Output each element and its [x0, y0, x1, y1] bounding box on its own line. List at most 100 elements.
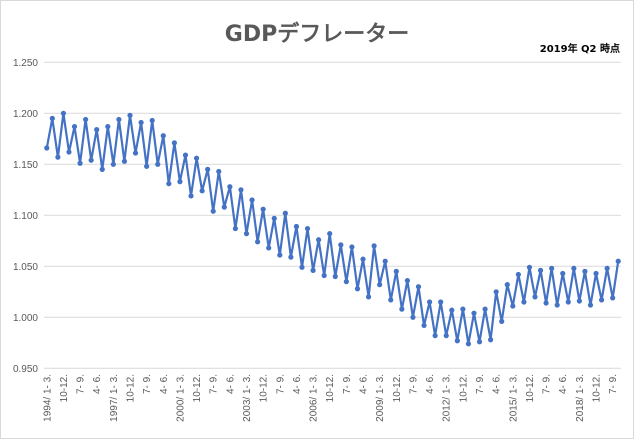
data-point — [260, 206, 266, 212]
data-point — [521, 299, 527, 305]
series-line — [45, 112, 620, 345]
data-point — [604, 265, 610, 271]
data-point — [349, 244, 355, 250]
data-point — [449, 307, 455, 313]
data-point — [493, 289, 499, 295]
data-point — [382, 258, 388, 264]
data-point — [332, 273, 338, 280]
x-tick-label: 10-12. — [259, 374, 270, 402]
data-point — [432, 333, 438, 339]
data-point — [238, 187, 244, 193]
x-tick-label: 1994/ 1- 3. — [42, 374, 53, 422]
x-tick-label: 7- 9. — [275, 374, 286, 394]
data-point — [615, 258, 621, 264]
chart-subtitle: 2019年 Q2 時点 — [539, 44, 620, 55]
data-point — [565, 299, 571, 305]
x-tick-label: 10-12. — [59, 374, 70, 402]
data-point — [354, 286, 361, 292]
data-point — [554, 302, 560, 308]
data-point — [593, 270, 599, 277]
data-point — [199, 188, 205, 194]
x-tick-label: 10-12. — [325, 374, 336, 402]
x-tick-label: 4- 6. — [159, 374, 170, 394]
data-point — [598, 297, 605, 303]
data-point — [288, 254, 294, 260]
data-point — [404, 277, 410, 284]
x-tick-label: 7- 9. — [408, 374, 419, 394]
data-point — [49, 115, 55, 121]
x-tick-label: 7- 9. — [475, 374, 486, 394]
data-point — [255, 239, 261, 245]
data-point — [282, 210, 288, 216]
x-tick-label: 2003/ 1- 3. — [242, 374, 253, 422]
data-point — [537, 267, 544, 273]
data-point — [293, 223, 300, 230]
y-axis: 0.950 1.000 1.050 1.100 1.150 1.200 1.250 — [13, 58, 38, 375]
x-tick-label: 7- 9. — [342, 374, 353, 394]
data-point — [560, 270, 566, 277]
data-point — [121, 158, 128, 164]
gridlines — [44, 61, 621, 369]
data-point — [488, 337, 494, 343]
data-point — [193, 155, 200, 161]
x-tick-label: 4- 6. — [425, 374, 436, 394]
data-point — [571, 265, 577, 271]
data-point — [476, 339, 483, 345]
data-point — [299, 264, 305, 270]
data-point — [526, 264, 533, 270]
x-tick-label: 2009/ 1- 3. — [375, 374, 386, 422]
x-tick-label: 10-12. — [525, 374, 536, 402]
x-axis: 1994/ 1- 3. 10-12. 7- 9. 4- 6. 1997/ 1- 3. 10… — [42, 374, 619, 422]
data-point — [438, 299, 444, 305]
data-point — [88, 157, 94, 163]
data-point — [266, 245, 272, 251]
data-point — [116, 116, 122, 123]
data-point — [144, 163, 150, 169]
data-point — [393, 268, 399, 274]
x-tick-label: 4- 6. — [492, 374, 503, 394]
data-point — [188, 193, 194, 199]
x-tick-label: 10-12. — [458, 374, 469, 402]
x-tick-label: 10-12. — [592, 374, 603, 402]
x-tick-label: 4- 6. — [92, 374, 103, 394]
data-point — [205, 166, 211, 172]
data-point — [182, 152, 189, 158]
data-point — [377, 282, 383, 288]
data-point — [327, 231, 333, 237]
data-point — [44, 145, 50, 151]
data-point — [304, 225, 311, 232]
data-point — [310, 267, 316, 273]
data-point — [271, 215, 277, 221]
data-point — [243, 231, 250, 237]
data-point — [471, 310, 477, 316]
data-point — [532, 294, 538, 300]
data-point — [149, 117, 155, 124]
data-point — [277, 252, 283, 258]
x-tick-label: 7- 9. — [76, 374, 87, 394]
data-point — [232, 225, 239, 232]
y-tick-label: 1.150 — [13, 160, 38, 171]
data-point — [504, 282, 510, 288]
y-tick-label: 1.200 — [13, 109, 38, 120]
data-point — [138, 119, 144, 126]
data-point — [443, 333, 449, 339]
data-point — [510, 303, 516, 309]
data-point — [399, 306, 405, 312]
data-point — [415, 284, 422, 290]
data-point — [482, 306, 488, 312]
data-point — [365, 294, 372, 300]
data-point — [210, 208, 216, 214]
data-point — [465, 341, 472, 347]
x-tick-label: 7- 9. — [608, 374, 619, 394]
series-gdp-deflator — [44, 110, 621, 347]
data-point — [338, 242, 344, 248]
x-tick-label: 2012/ 1- 3. — [442, 374, 453, 422]
data-point — [421, 322, 427, 329]
data-point — [221, 204, 227, 210]
data-point — [426, 299, 433, 305]
data-point — [388, 297, 394, 303]
data-point — [582, 268, 588, 274]
y-tick-label: 1.250 — [13, 58, 38, 69]
data-point — [316, 237, 322, 243]
x-tick-label: 10-12. — [192, 374, 203, 402]
